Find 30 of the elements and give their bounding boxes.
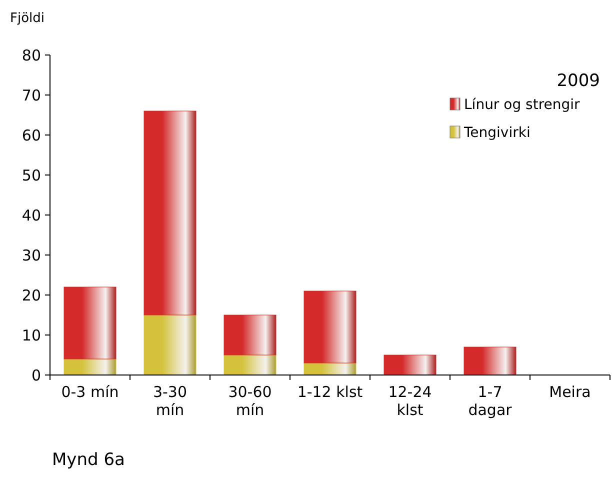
x-tick-label: 0-3 mín (61, 383, 119, 401)
bar (304, 290, 356, 364)
bar (144, 110, 196, 316)
text: Mynd 6a (52, 450, 125, 470)
legend-title: 2009 (556, 71, 600, 91)
bar (224, 354, 276, 376)
y-tick-label: 70 (22, 86, 41, 104)
y-tick-label: 20 (22, 286, 41, 304)
bar (64, 358, 116, 376)
y-tick-label: 80 (22, 46, 41, 64)
bar (224, 314, 276, 356)
x-tick-label: 1-12 klst (297, 383, 363, 401)
y-tick-label: 60 (22, 126, 41, 144)
bar (64, 286, 116, 360)
x-tick-label: Meira (549, 383, 591, 401)
y-tick-label: 10 (22, 326, 41, 344)
y-tick-label: 0 (31, 366, 41, 384)
x-tick-label: 1-7 dagar (468, 383, 513, 419)
legend-label: Tengivirki (463, 125, 530, 141)
legend-label: Línur og strengir (464, 97, 580, 113)
y-tick-label: 30 (22, 246, 41, 264)
y-axis-title: Fjöldi (10, 11, 45, 26)
bar (464, 346, 516, 376)
bar (384, 354, 436, 376)
x-tick-label: 3-30 mín (152, 383, 188, 419)
bar (144, 314, 196, 376)
x-tick-label: 30-60 mín (228, 383, 272, 419)
y-tick-label: 40 (22, 206, 41, 224)
x-tick-label: 12-24 klst (388, 383, 432, 419)
y-tick-label: 50 (22, 166, 41, 184)
